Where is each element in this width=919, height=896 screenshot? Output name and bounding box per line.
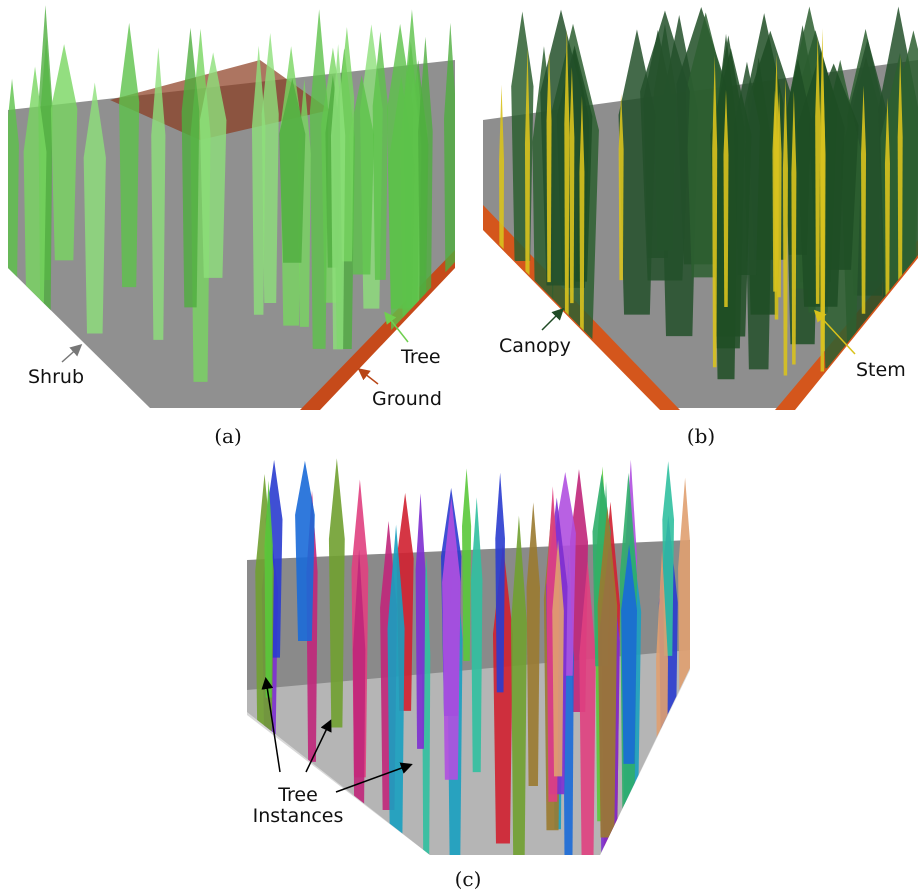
label: Tree <box>400 346 441 368</box>
tree <box>51 44 77 260</box>
tree <box>471 497 482 772</box>
tree <box>527 502 540 786</box>
tree <box>678 478 692 780</box>
label: Ground <box>372 388 442 410</box>
caption: (b) <box>687 424 715 448</box>
tree <box>182 28 200 308</box>
figure: Shrub Tree Ground (a) Canopy Stem (b) Tr… <box>0 0 919 896</box>
arrow <box>62 346 80 362</box>
arrow <box>542 310 562 330</box>
tree <box>310 9 328 349</box>
label: Instances <box>253 805 344 827</box>
tree <box>416 493 426 749</box>
label: Tree <box>277 784 318 806</box>
tree <box>462 468 471 661</box>
label: Stem <box>856 359 906 381</box>
caption: (c) <box>455 867 482 891</box>
tree <box>329 458 345 727</box>
panel-a <box>5 5 456 410</box>
tree <box>119 23 139 287</box>
tree <box>295 461 315 641</box>
tree <box>495 473 505 693</box>
tree <box>511 11 533 261</box>
label: Canopy <box>499 335 571 357</box>
panel-c <box>247 458 692 896</box>
caption: (a) <box>214 424 242 448</box>
arrow <box>360 370 378 384</box>
label: Shrub <box>28 366 84 388</box>
